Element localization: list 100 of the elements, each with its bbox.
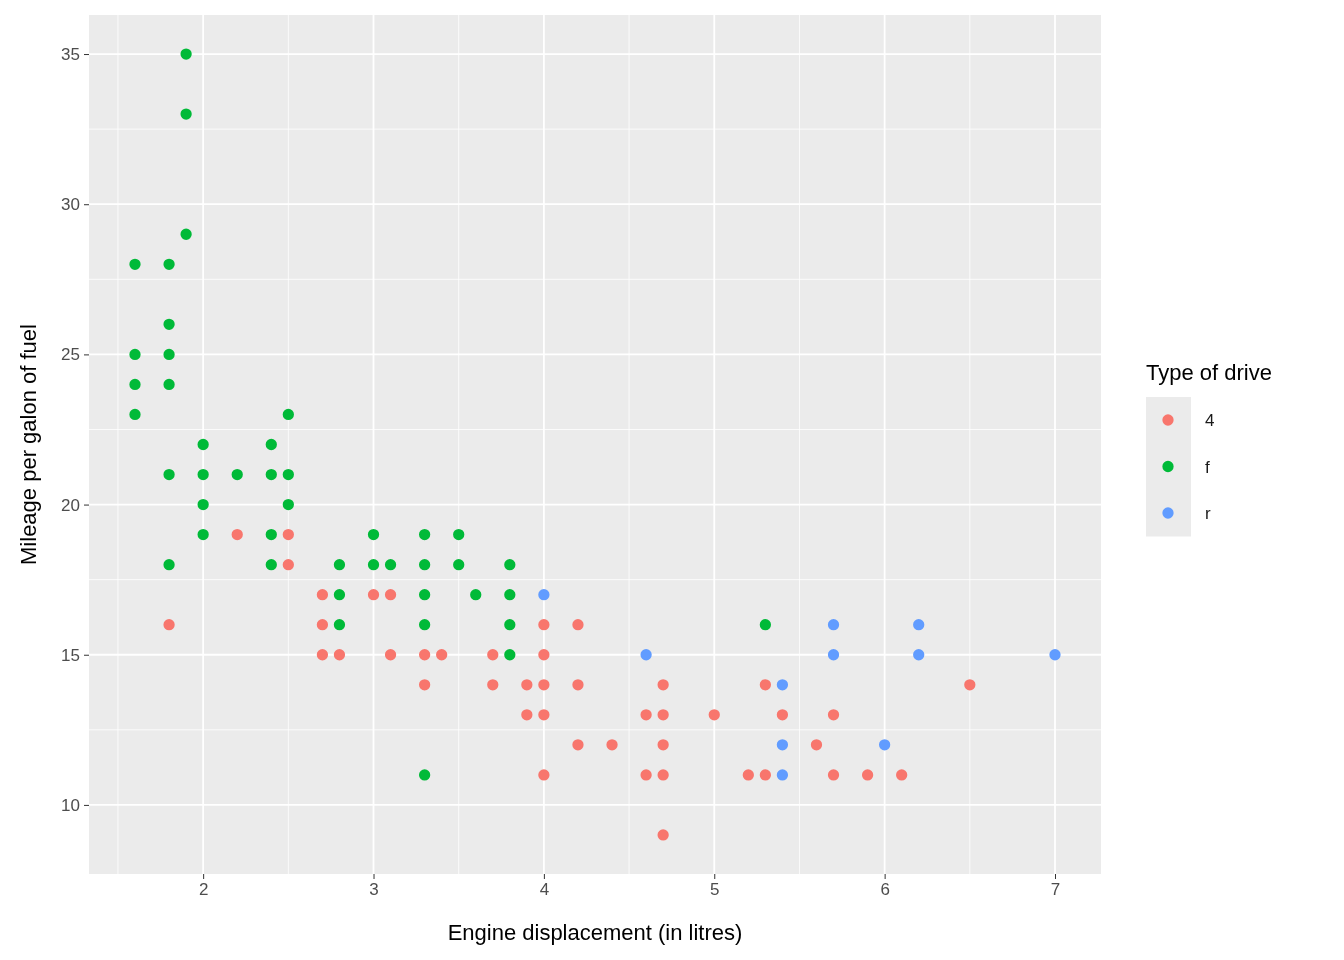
point xyxy=(333,589,346,601)
point xyxy=(657,739,669,751)
point xyxy=(265,468,277,481)
point xyxy=(163,619,175,631)
point xyxy=(827,769,840,781)
legend-label: 4 xyxy=(1205,411,1215,430)
x-tick-label: 3 xyxy=(369,880,379,900)
x-tick-label: 4 xyxy=(539,880,550,900)
point xyxy=(384,589,397,601)
point xyxy=(163,378,175,391)
point xyxy=(180,48,192,60)
point xyxy=(129,408,141,421)
point xyxy=(538,769,550,781)
point xyxy=(282,559,294,571)
point xyxy=(640,709,652,721)
point xyxy=(657,709,669,721)
legend-label: r xyxy=(1205,504,1211,523)
point xyxy=(333,559,346,571)
point xyxy=(606,739,618,751)
point xyxy=(316,619,329,631)
point xyxy=(538,709,550,721)
point xyxy=(282,408,294,421)
point xyxy=(810,739,823,751)
point xyxy=(282,468,294,481)
point xyxy=(197,528,209,541)
point xyxy=(521,709,533,721)
point xyxy=(776,709,789,721)
point xyxy=(316,589,329,601)
point xyxy=(759,679,772,691)
point xyxy=(265,438,277,451)
x-axis-title: Engine displacement (in litres) xyxy=(447,920,743,945)
point xyxy=(776,769,789,781)
point xyxy=(163,559,175,571)
point xyxy=(572,679,584,691)
point xyxy=(384,559,397,571)
point xyxy=(367,559,380,571)
point xyxy=(436,649,448,661)
point xyxy=(913,649,925,661)
point xyxy=(453,528,465,541)
x-tick-label: 7 xyxy=(1050,880,1061,900)
x-tick-label: 5 xyxy=(710,880,720,900)
y-tick-label: 20 xyxy=(61,495,80,515)
point xyxy=(487,649,499,661)
point xyxy=(163,348,175,361)
point xyxy=(572,739,584,751)
y-tick-label: 10 xyxy=(61,795,80,815)
legend-label: f xyxy=(1205,457,1210,477)
point xyxy=(180,228,192,240)
point xyxy=(521,679,533,691)
point xyxy=(418,619,431,631)
point xyxy=(657,829,669,841)
point xyxy=(504,619,516,631)
point xyxy=(759,769,772,781)
point xyxy=(538,649,550,661)
point xyxy=(827,709,840,721)
point xyxy=(504,649,516,661)
point xyxy=(197,438,209,451)
point xyxy=(418,649,431,661)
point xyxy=(367,589,380,601)
point xyxy=(418,679,431,691)
point xyxy=(333,649,346,661)
point xyxy=(367,528,380,541)
point xyxy=(657,769,669,781)
point xyxy=(129,258,141,270)
x-tick-label: 2 xyxy=(198,880,209,900)
y-tick-label: 30 xyxy=(61,195,80,215)
point xyxy=(282,528,294,541)
point xyxy=(538,619,550,631)
point xyxy=(418,559,431,571)
point xyxy=(163,318,175,330)
point xyxy=(964,679,976,691)
point xyxy=(487,679,499,691)
point xyxy=(265,559,277,571)
y-tick-label: 35 xyxy=(61,44,80,64)
y-tick-label: 15 xyxy=(61,645,80,665)
point xyxy=(640,769,652,781)
legend-title: Type of drive xyxy=(1146,360,1272,385)
point xyxy=(418,769,431,781)
point xyxy=(827,649,840,661)
point xyxy=(197,498,209,511)
point xyxy=(129,378,141,391)
point xyxy=(163,468,175,481)
y-axis-title: Mileage per galon of fuel xyxy=(16,324,41,565)
point xyxy=(861,769,874,781)
point xyxy=(776,679,789,691)
point xyxy=(708,709,720,721)
point xyxy=(333,619,346,631)
point xyxy=(776,739,789,751)
point xyxy=(384,649,397,661)
x-tick-label: 6 xyxy=(880,880,890,900)
point xyxy=(470,589,482,601)
point xyxy=(572,619,584,631)
point xyxy=(180,108,192,120)
point xyxy=(1049,649,1061,661)
point xyxy=(538,679,550,691)
point xyxy=(878,739,891,751)
point xyxy=(197,468,209,481)
point xyxy=(418,589,431,601)
point xyxy=(231,468,243,481)
point xyxy=(504,559,516,571)
